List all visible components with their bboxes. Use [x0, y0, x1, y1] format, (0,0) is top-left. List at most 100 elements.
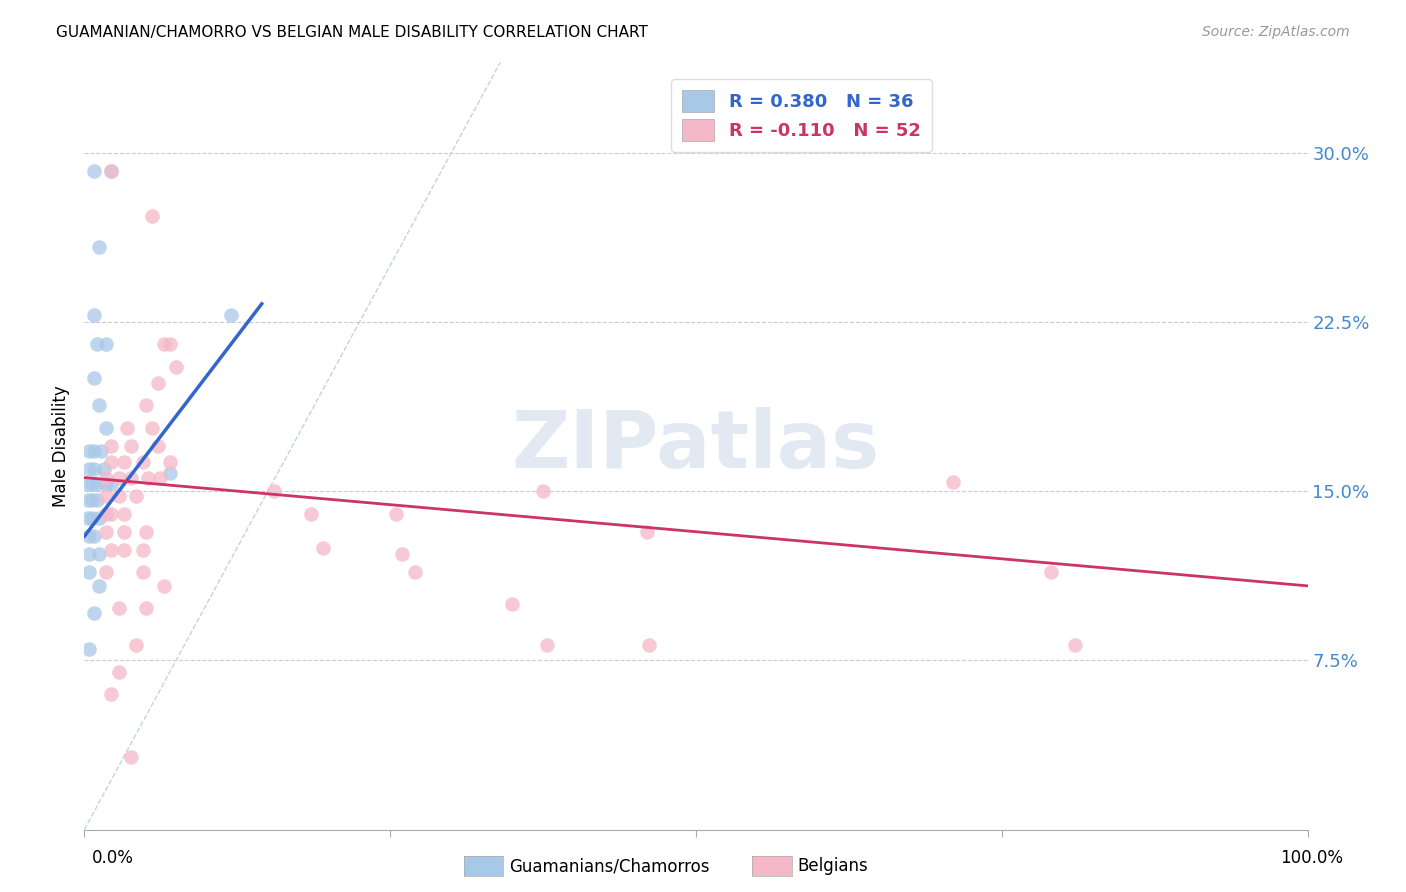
- Point: [77, 566, 100, 580]
- Point: [404, 566, 426, 580]
- Point: [100, 163, 122, 178]
- Point: [100, 542, 122, 557]
- Point: [83, 308, 105, 322]
- Point: [100, 439, 122, 453]
- Point: [125, 489, 148, 503]
- Point: [312, 541, 335, 555]
- Point: [536, 638, 558, 652]
- Point: [80, 511, 103, 525]
- Point: [120, 470, 142, 484]
- Point: [135, 601, 157, 615]
- Point: [159, 337, 181, 351]
- Point: [159, 455, 181, 469]
- Point: [263, 484, 285, 499]
- Point: [96, 337, 118, 351]
- Point: [87, 511, 110, 525]
- Point: [100, 455, 122, 469]
- Point: [86, 477, 108, 491]
- Point: [87, 547, 110, 561]
- Point: [1039, 566, 1062, 580]
- Point: [141, 421, 163, 435]
- Point: [112, 507, 135, 521]
- Point: [83, 163, 105, 178]
- Point: [87, 240, 110, 254]
- Point: [942, 475, 965, 489]
- Point: [100, 687, 122, 701]
- Point: [146, 376, 169, 390]
- Point: [86, 493, 108, 508]
- Point: [141, 209, 163, 223]
- Point: [93, 461, 115, 475]
- Point: [125, 638, 148, 652]
- Point: [77, 477, 100, 491]
- Point: [80, 493, 103, 508]
- Point: [135, 398, 157, 412]
- Point: [146, 439, 169, 453]
- Point: [96, 477, 118, 491]
- Point: [149, 470, 172, 484]
- Point: [87, 398, 110, 412]
- Point: [107, 601, 129, 615]
- Point: [80, 477, 103, 491]
- Point: [87, 579, 110, 593]
- Point: [96, 470, 118, 484]
- Point: [385, 507, 408, 521]
- Point: [636, 524, 658, 539]
- Point: [96, 489, 118, 503]
- Point: [638, 638, 661, 652]
- Point: [107, 489, 129, 503]
- Text: Belgians: Belgians: [797, 857, 868, 875]
- Point: [77, 642, 100, 657]
- Text: 0.0%: 0.0%: [91, 849, 134, 867]
- Point: [96, 524, 118, 539]
- Point: [96, 421, 118, 435]
- Text: Guamanians/Chamorros: Guamanians/Chamorros: [509, 857, 710, 875]
- Point: [83, 371, 105, 385]
- Text: ZIPatlas: ZIPatlas: [512, 407, 880, 485]
- Point: [112, 455, 135, 469]
- Point: [112, 542, 135, 557]
- Point: [120, 750, 142, 764]
- Point: [96, 566, 118, 580]
- Y-axis label: Male Disability: Male Disability: [52, 385, 70, 507]
- Point: [77, 511, 100, 525]
- Point: [132, 455, 155, 469]
- Text: 100.0%: 100.0%: [1279, 849, 1343, 867]
- Point: [100, 163, 122, 178]
- Point: [502, 597, 524, 611]
- Point: [531, 484, 554, 499]
- Point: [153, 337, 176, 351]
- Point: [77, 461, 100, 475]
- Point: [120, 439, 142, 453]
- Point: [83, 606, 105, 620]
- Point: [1064, 638, 1087, 652]
- Point: [83, 529, 105, 543]
- Point: [132, 542, 155, 557]
- Point: [136, 470, 159, 484]
- Point: [159, 466, 181, 480]
- Point: [165, 359, 187, 374]
- Point: [86, 337, 108, 351]
- Point: [90, 443, 112, 458]
- Text: GUAMANIAN/CHAMORRO VS BELGIAN MALE DISABILITY CORRELATION CHART: GUAMANIAN/CHAMORRO VS BELGIAN MALE DISAB…: [56, 25, 648, 40]
- Point: [77, 443, 100, 458]
- Point: [135, 524, 157, 539]
- Point: [107, 470, 129, 484]
- Point: [100, 477, 122, 491]
- Point: [83, 461, 105, 475]
- Point: [132, 566, 155, 580]
- Point: [219, 308, 242, 322]
- Text: Source: ZipAtlas.com: Source: ZipAtlas.com: [1202, 25, 1350, 39]
- Point: [83, 443, 105, 458]
- Point: [112, 524, 135, 539]
- Point: [77, 493, 100, 508]
- Point: [107, 665, 129, 679]
- Point: [299, 507, 322, 521]
- Point: [153, 579, 176, 593]
- Point: [77, 547, 100, 561]
- Point: [96, 507, 118, 521]
- Point: [115, 421, 138, 435]
- Point: [391, 547, 413, 561]
- Point: [77, 529, 100, 543]
- Point: [100, 507, 122, 521]
